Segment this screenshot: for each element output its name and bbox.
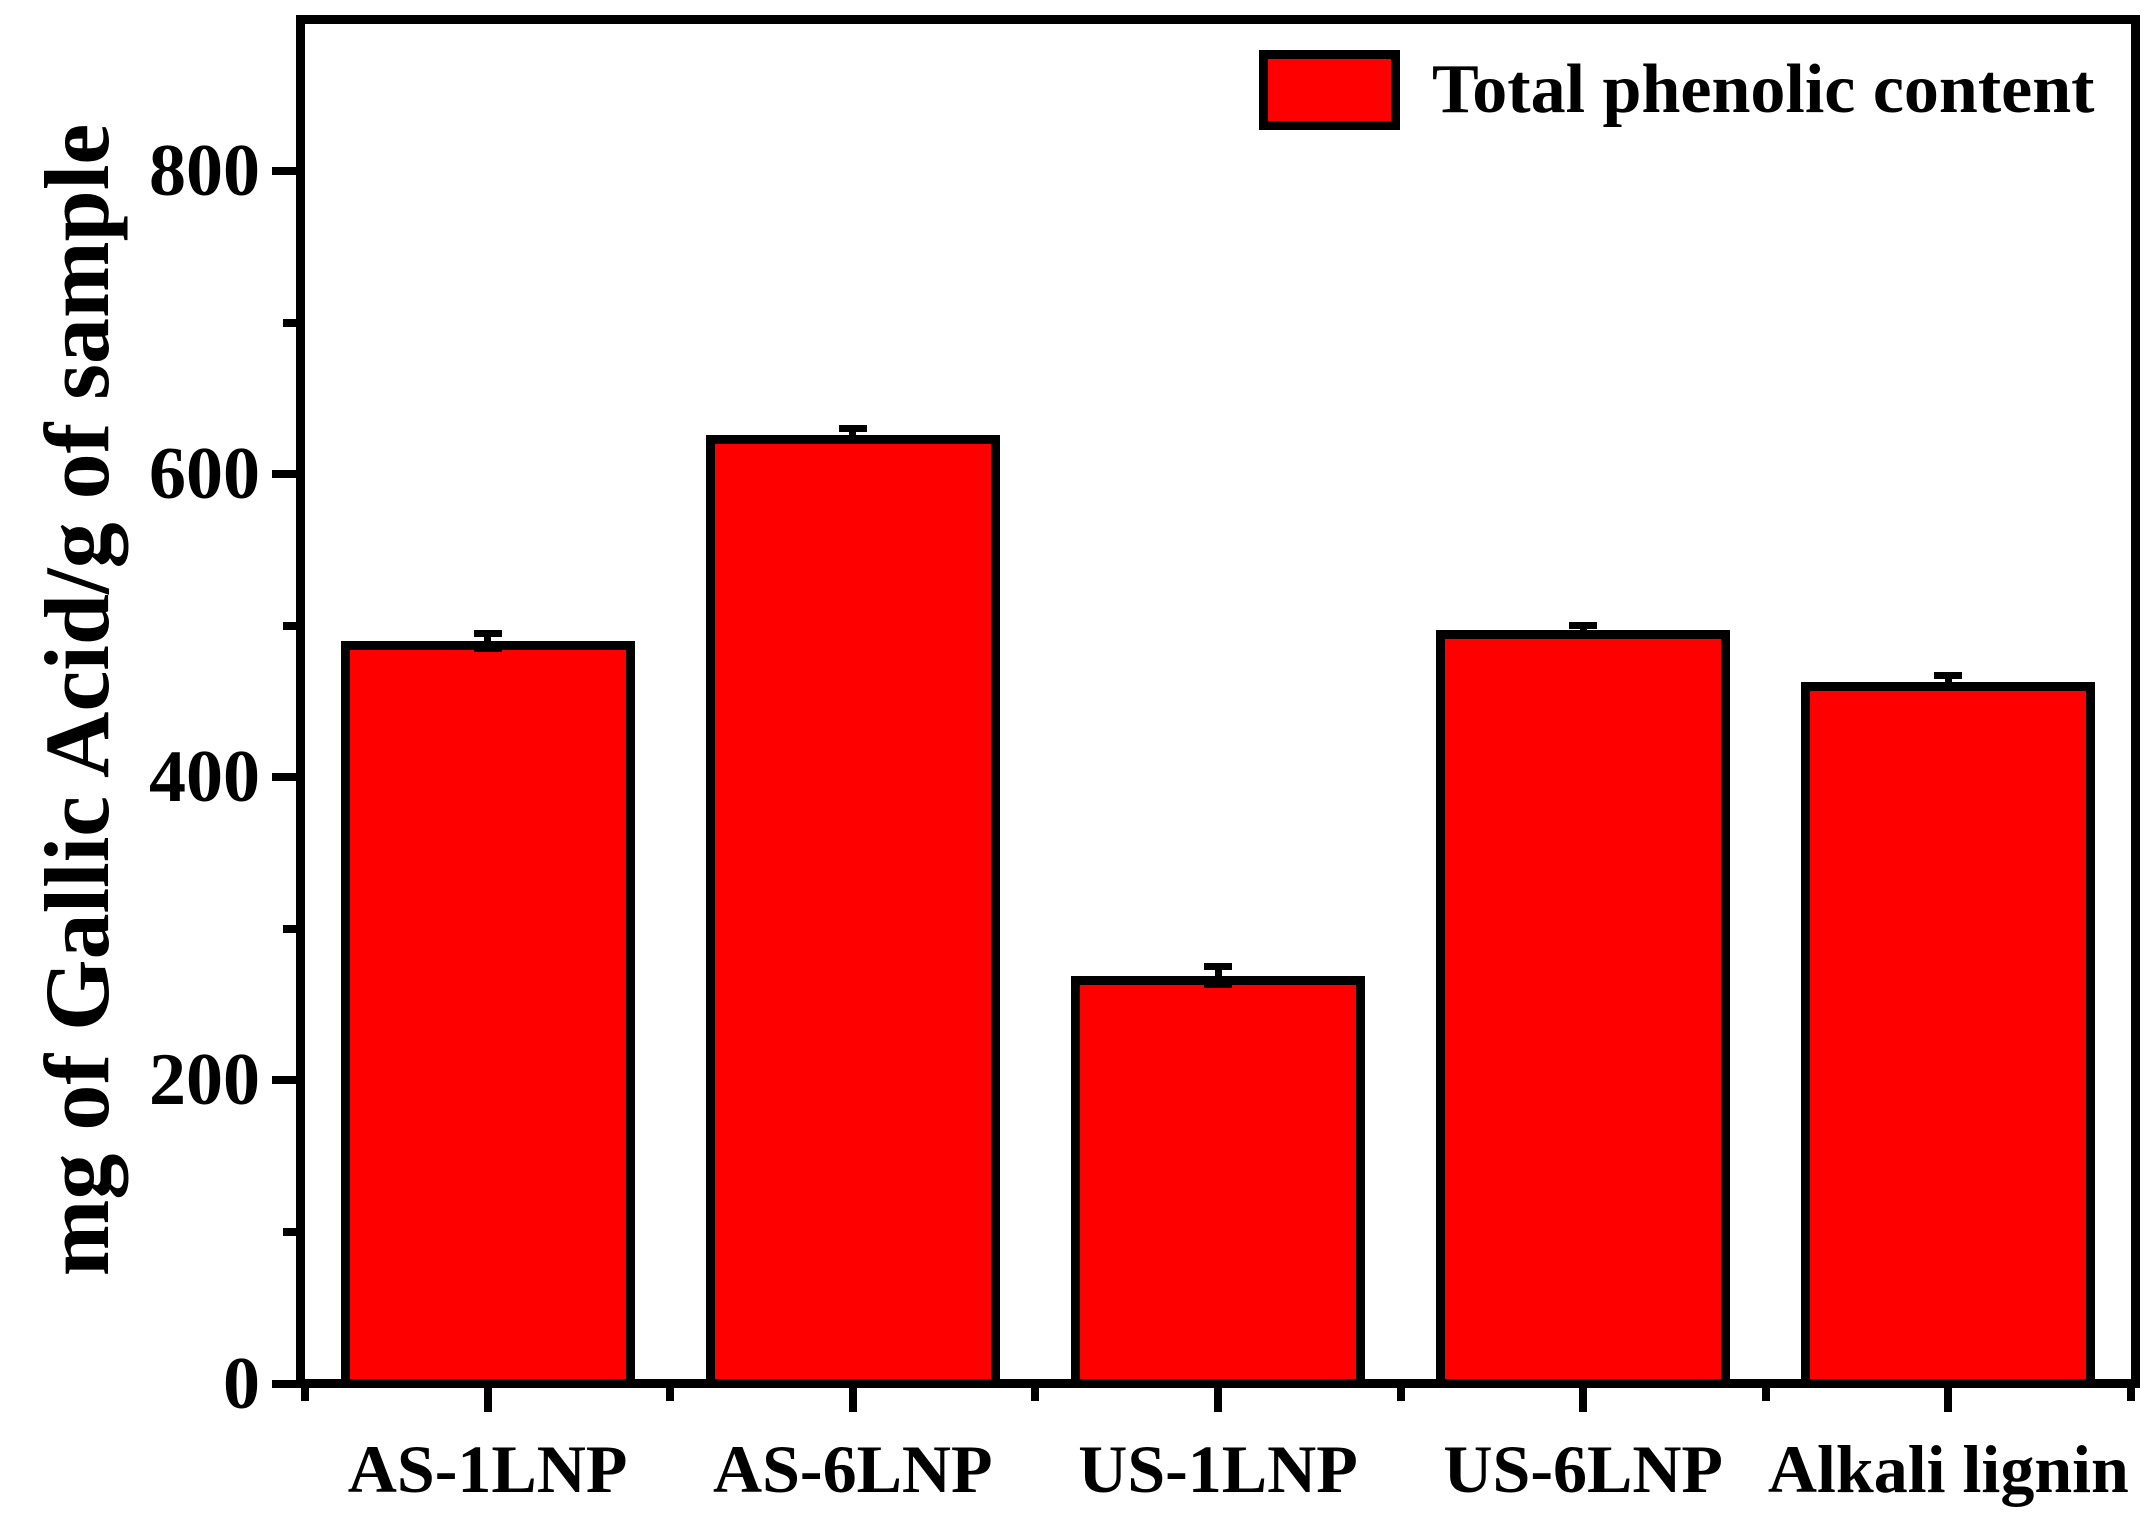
x-category-label: US-1LNP	[1078, 1431, 1358, 1507]
y-axis-major-tick	[272, 470, 296, 479]
error-bar-line	[1579, 625, 1587, 635]
error-bar-bottom-cap	[473, 645, 502, 653]
error-bar-top-cap	[1934, 672, 1963, 680]
y-axis-major-tick	[272, 773, 296, 782]
x-axis-minor-tick	[666, 1388, 675, 1401]
y-axis-minor-tick	[283, 1227, 296, 1236]
x-category-label: AS-6LNP	[713, 1431, 993, 1507]
error-bar-line	[849, 428, 857, 441]
x-axis-minor-tick	[301, 1388, 309, 1401]
x-axis-minor-tick	[1396, 1388, 1405, 1401]
y-tick-label: 800	[149, 130, 260, 213]
error-bar-bottom-cap	[1934, 684, 1963, 692]
error-bar-bottom-cap	[1204, 981, 1232, 989]
y-axis-major-tick	[272, 1076, 296, 1085]
error-bar-top-cap	[473, 629, 502, 637]
x-axis-major-tick	[1944, 1388, 1953, 1412]
bar	[340, 640, 635, 1379]
x-axis-major-tick	[483, 1388, 492, 1412]
y-axis-major-tick	[272, 167, 296, 176]
y-axis-minor-tick	[283, 924, 296, 933]
x-category-label: AS-1LNP	[347, 1431, 628, 1507]
bar	[1436, 630, 1731, 1379]
bar	[1071, 975, 1365, 1379]
y-tick-label: 400	[149, 736, 260, 819]
y-tick-label: 200	[149, 1039, 260, 1122]
error-bar-line	[1214, 966, 1222, 985]
x-category-label: US-6LNP	[1443, 1431, 1723, 1507]
x-axis-major-tick	[848, 1388, 857, 1412]
x-axis-minor-tick	[1031, 1388, 1040, 1401]
bar	[705, 434, 1000, 1379]
legend-label: Total phenolic content	[1432, 51, 2095, 128]
y-tick-label: 600	[149, 433, 260, 516]
bar	[1801, 681, 2096, 1379]
x-axis-minor-tick	[2127, 1388, 2135, 1401]
error-bar-line	[484, 633, 492, 649]
x-category-label: Alkali lignin	[1767, 1431, 2129, 1507]
error-bar-bottom-cap	[1569, 631, 1598, 639]
x-axis-minor-tick	[1761, 1388, 1770, 1401]
y-axis-major-tick	[272, 1379, 296, 1388]
y-axis-minor-tick	[283, 318, 296, 327]
error-bar-top-cap	[1569, 622, 1598, 630]
error-bar-bottom-cap	[838, 437, 867, 445]
error-bar-line	[1944, 675, 1952, 688]
x-axis-major-tick	[1214, 1388, 1222, 1412]
y-tick-label: 0	[223, 1342, 260, 1425]
error-bar-top-cap	[1204, 963, 1232, 971]
error-bar-top-cap	[838, 425, 867, 433]
legend-swatch	[1259, 50, 1400, 130]
x-axis-major-tick	[1579, 1388, 1588, 1412]
y-axis-minor-tick	[283, 621, 296, 630]
